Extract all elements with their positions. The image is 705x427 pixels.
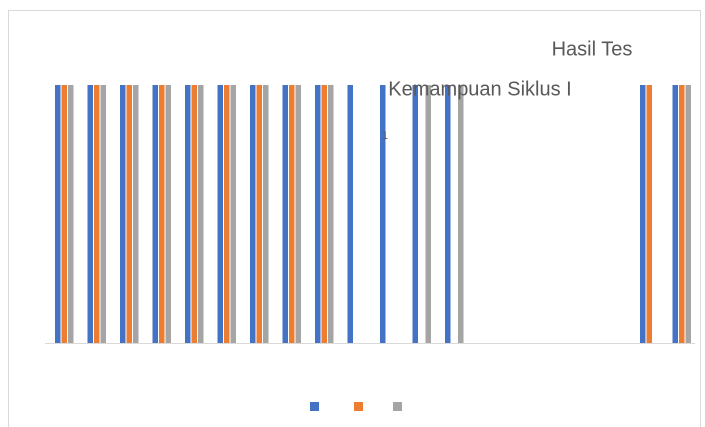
bar [256, 85, 262, 343]
bar [672, 85, 678, 343]
bar [68, 85, 74, 343]
bar [94, 85, 100, 343]
legend-swatch [354, 402, 363, 411]
bar [185, 85, 191, 343]
bar [230, 85, 236, 343]
bar [295, 85, 301, 343]
bar [198, 85, 204, 343]
bar [55, 85, 61, 343]
bar [191, 85, 197, 343]
chart-title: Kemampuan Siklus I [388, 78, 571, 100]
bar [328, 85, 334, 343]
bar [445, 85, 451, 343]
bar [126, 85, 132, 343]
bar [646, 85, 652, 343]
bar [282, 85, 288, 343]
bar [425, 85, 431, 343]
chart-title: Hasil Tes [552, 38, 633, 60]
bar [165, 85, 171, 343]
bar [250, 85, 256, 343]
bar [347, 85, 353, 343]
bar [412, 85, 418, 343]
bar [159, 85, 165, 343]
legend-swatch [393, 402, 402, 411]
bar [100, 85, 106, 343]
bar [640, 85, 646, 343]
bar [224, 85, 230, 343]
annotation: 1 [382, 130, 388, 142]
bar [315, 85, 321, 343]
bar [87, 85, 93, 343]
bar [120, 85, 126, 343]
legend-swatch [310, 402, 319, 411]
bar [61, 85, 67, 343]
bar [321, 85, 327, 343]
bar [685, 85, 691, 343]
bar [152, 85, 158, 343]
bar [380, 85, 386, 343]
bar [133, 85, 139, 343]
bar [289, 85, 295, 343]
bar [263, 85, 269, 343]
bar [679, 85, 685, 343]
chart-frame [8, 10, 701, 427]
bar [217, 85, 223, 343]
bar [458, 85, 464, 343]
